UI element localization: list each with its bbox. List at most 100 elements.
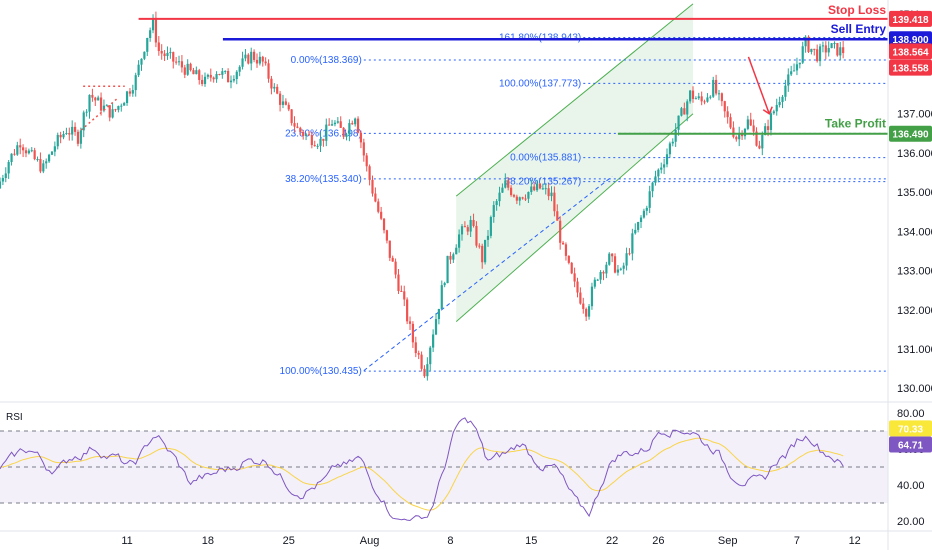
candle-body bbox=[498, 192, 501, 202]
candle bbox=[631, 228, 634, 261]
candle-body bbox=[19, 145, 22, 148]
candle bbox=[232, 75, 235, 83]
candle bbox=[596, 278, 599, 281]
candle bbox=[177, 55, 181, 66]
candle-body bbox=[761, 134, 764, 149]
candle bbox=[541, 183, 544, 190]
candle-body bbox=[221, 71, 224, 75]
candle-body bbox=[469, 219, 472, 232]
candle-body bbox=[114, 109, 117, 111]
price-tick-label: 137.000 bbox=[897, 109, 932, 121]
candle-body bbox=[267, 63, 270, 79]
candle bbox=[13, 148, 16, 156]
candle bbox=[567, 255, 570, 265]
candle bbox=[792, 63, 796, 72]
price-tick-label: 135.000 bbox=[897, 187, 932, 199]
candle-body bbox=[449, 255, 452, 260]
candle-body bbox=[68, 133, 71, 135]
candle bbox=[432, 329, 435, 353]
candle-body bbox=[247, 54, 250, 64]
candle-body bbox=[495, 201, 498, 206]
candle bbox=[824, 41, 827, 60]
candle-body bbox=[284, 101, 287, 105]
candle bbox=[703, 99, 706, 105]
candle-body bbox=[42, 163, 45, 172]
candle bbox=[689, 89, 692, 104]
candle bbox=[807, 35, 810, 54]
candle-body bbox=[227, 70, 230, 83]
candle-body bbox=[787, 74, 790, 86]
candle bbox=[238, 65, 241, 77]
time-tick-label: 26 bbox=[652, 535, 664, 547]
candle-body bbox=[333, 122, 337, 125]
candle-body bbox=[723, 101, 726, 112]
candle-body bbox=[235, 71, 238, 80]
fib2-level-label: 0.00%(135.881) bbox=[510, 153, 581, 164]
time-tick-label: 8 bbox=[447, 535, 453, 547]
candle-body bbox=[830, 43, 833, 49]
candle bbox=[56, 132, 59, 150]
candle bbox=[668, 141, 671, 158]
candle bbox=[729, 113, 732, 130]
time-tick-label: 12 bbox=[849, 535, 861, 547]
candle bbox=[585, 307, 588, 322]
candle-body bbox=[377, 201, 380, 212]
candle bbox=[97, 95, 100, 101]
candle bbox=[281, 94, 285, 109]
candle-body bbox=[732, 127, 735, 137]
candle bbox=[706, 93, 709, 103]
candle-body bbox=[463, 226, 466, 228]
time-tick-label: 18 bbox=[202, 535, 214, 547]
candle bbox=[535, 179, 539, 192]
candle bbox=[530, 179, 533, 195]
candle-body bbox=[590, 286, 594, 307]
candle-body bbox=[313, 145, 316, 147]
candle bbox=[709, 95, 712, 100]
candle-body bbox=[509, 187, 513, 196]
candle-body bbox=[547, 188, 550, 197]
fib2-level-label: 100.00%(137.773) bbox=[499, 78, 581, 89]
candle-body bbox=[726, 111, 729, 118]
time-tick-label: Sep bbox=[718, 535, 738, 547]
candle bbox=[175, 56, 178, 65]
candle-body bbox=[434, 319, 438, 335]
candle bbox=[258, 51, 261, 66]
rsi-value-tag-bg bbox=[889, 436, 932, 453]
candle-body bbox=[512, 195, 516, 197]
candle-body bbox=[59, 134, 62, 138]
candle bbox=[293, 116, 296, 133]
candle bbox=[172, 51, 175, 69]
candle-body bbox=[613, 256, 617, 273]
candle-body bbox=[484, 239, 487, 263]
candle bbox=[651, 181, 654, 198]
candle bbox=[746, 115, 749, 131]
candle-body bbox=[307, 134, 311, 136]
candle bbox=[492, 201, 495, 223]
candle-body bbox=[813, 48, 816, 50]
candle-body bbox=[455, 247, 458, 255]
candle bbox=[400, 285, 403, 292]
candle bbox=[561, 240, 565, 245]
candle bbox=[362, 138, 365, 162]
candle-body bbox=[475, 225, 478, 246]
candle bbox=[816, 44, 819, 63]
candle bbox=[833, 41, 836, 49]
candle-body bbox=[382, 218, 386, 231]
candle-body bbox=[784, 85, 787, 97]
candle bbox=[443, 281, 446, 288]
price-axis: 130.000 131.000 132.000 133.000 134.000 135.0… bbox=[889, 10, 932, 395]
candle-body bbox=[717, 93, 721, 95]
candle-body bbox=[270, 78, 273, 89]
time-axis: 11 18 25 Aug 8 15 22 26 Sep 7 12 bbox=[0, 530, 932, 547]
candle-body bbox=[134, 75, 137, 91]
candle bbox=[437, 308, 440, 325]
candle-body bbox=[97, 97, 100, 101]
candle bbox=[674, 123, 677, 147]
candle-body bbox=[322, 138, 325, 141]
candle-body bbox=[281, 101, 285, 105]
candle bbox=[501, 183, 504, 193]
candle-body bbox=[645, 207, 648, 211]
candle-body bbox=[131, 90, 134, 94]
candle bbox=[830, 43, 833, 49]
candle-body bbox=[198, 70, 201, 80]
